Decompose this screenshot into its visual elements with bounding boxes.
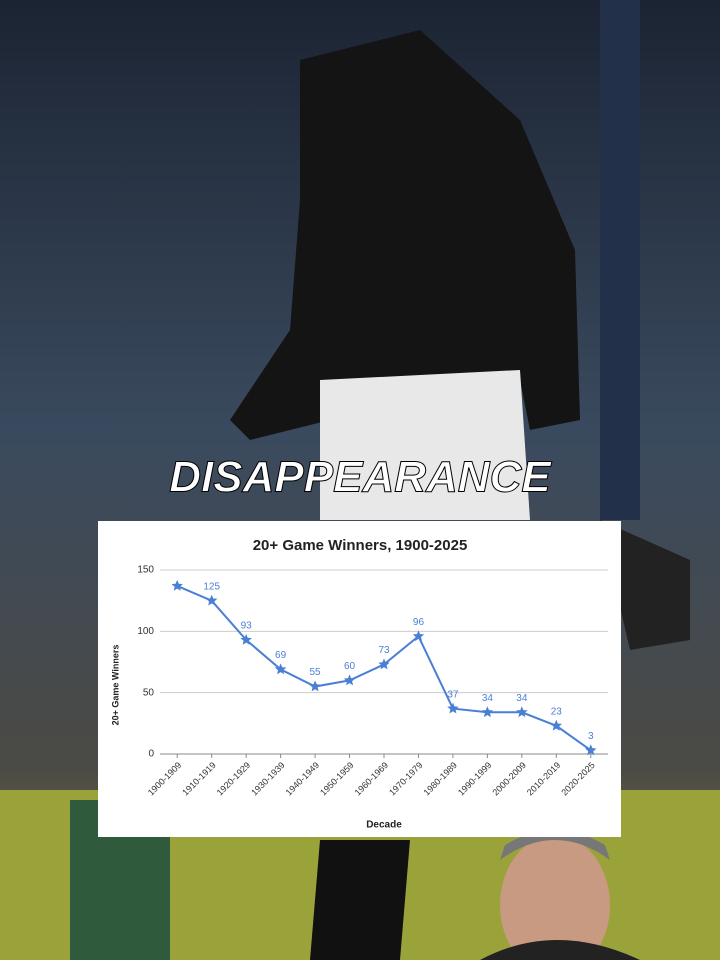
marker xyxy=(309,680,321,692)
marker xyxy=(447,702,459,714)
data-label: 125 xyxy=(203,581,220,592)
data-label: 37 xyxy=(447,689,459,700)
marker xyxy=(550,719,562,731)
marker xyxy=(206,594,218,606)
data-label: 96 xyxy=(413,617,425,628)
marker xyxy=(343,674,356,686)
y-axis-title: 20+ Game Winners xyxy=(110,645,120,726)
marker xyxy=(274,663,287,675)
marker xyxy=(240,633,252,645)
data-label: 55 xyxy=(310,667,322,678)
x-axis-title: Decade xyxy=(366,820,402,831)
y-tick-label: 150 xyxy=(137,565,154,576)
marker xyxy=(378,658,390,670)
data-label: 60 xyxy=(344,661,356,672)
chart-panel xyxy=(98,521,621,837)
data-label: 34 xyxy=(516,693,528,704)
marker xyxy=(171,579,183,591)
caption: DISAPPEARANCE xyxy=(169,453,552,502)
data-label: 73 xyxy=(378,645,390,656)
data-label: 3 xyxy=(588,731,594,742)
data-label: 23 xyxy=(551,706,563,717)
data-label: 69 xyxy=(275,650,287,661)
marker xyxy=(481,706,494,718)
y-tick-label: 0 xyxy=(148,749,154,760)
marker xyxy=(412,630,425,642)
data-label: 93 xyxy=(241,621,253,632)
data-label: 34 xyxy=(482,693,494,704)
marker xyxy=(516,706,528,718)
y-tick-label: 100 xyxy=(137,626,154,637)
chart-title: 20+ Game Winners, 1900-2025 xyxy=(253,537,468,554)
marker xyxy=(585,744,597,756)
y-tick-label: 50 xyxy=(143,687,155,698)
